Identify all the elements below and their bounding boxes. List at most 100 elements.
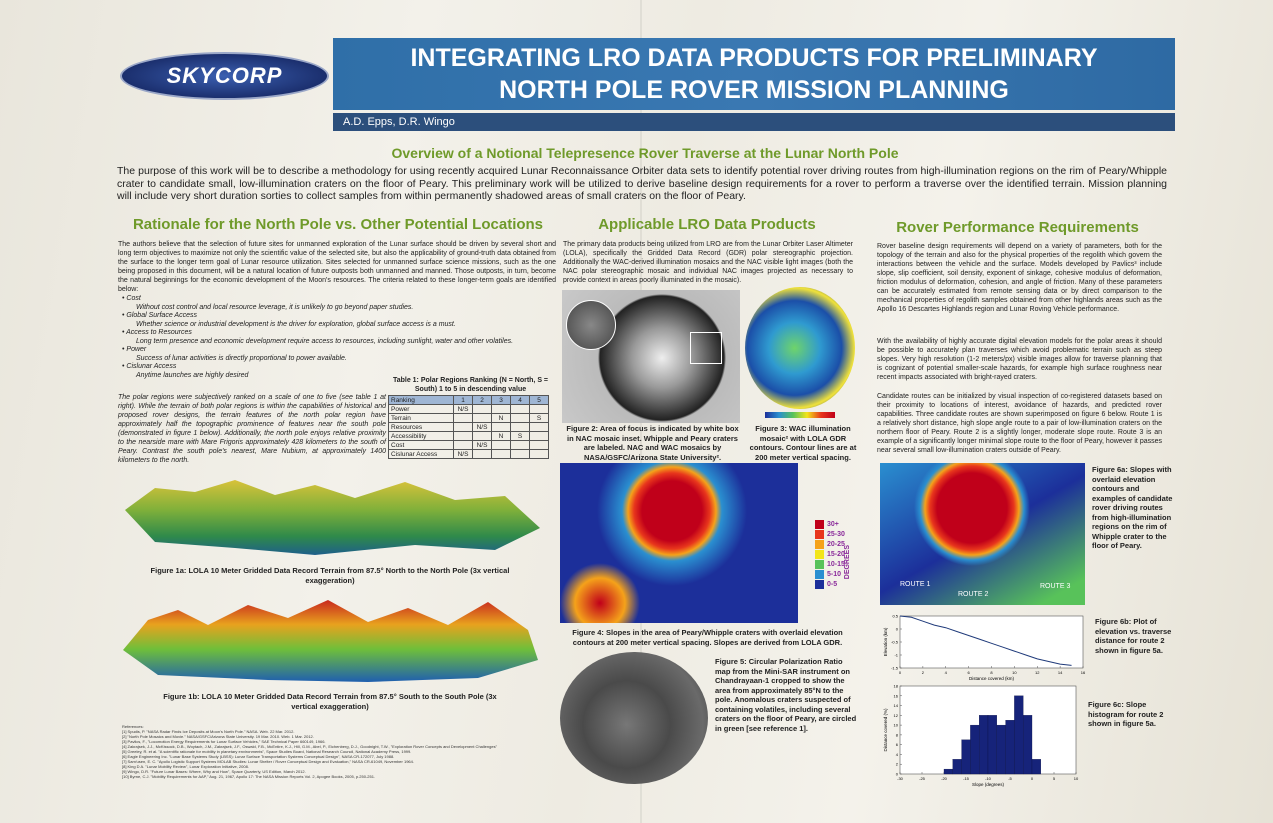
reference: [6] Eagle Engineering Inc. "Lunar Base S… — [122, 754, 395, 759]
logo: SKYCORP — [120, 52, 329, 100]
table-cell: Cislunar Access — [388, 449, 454, 459]
figure-caption: Figure 6a: Slopes with overlaid elevatio… — [1092, 465, 1173, 550]
table-cell — [453, 413, 473, 423]
legend-swatch — [815, 579, 824, 589]
histogram-bar — [1014, 695, 1024, 775]
x-tick-label: -20 — [941, 776, 948, 781]
criteria-item: • Global Surface Access Whether science o… — [122, 312, 552, 329]
route-label: ROUTE 1 — [900, 581, 931, 588]
x-axis-label: Distance covered (km) — [969, 676, 1015, 681]
reference: [2] "North Pole Mosaics and Movie." NASA… — [122, 734, 314, 739]
histogram-bar — [952, 759, 962, 775]
histogram-bar — [970, 724, 980, 775]
criteria-item: • Access to Resources Long term presence … — [122, 329, 552, 346]
table-row: Terrain N S — [388, 413, 549, 423]
table-cell — [529, 449, 549, 459]
x-tick-label: -25 — [919, 776, 926, 781]
rationale-intro: The authors believe that the selection o… — [118, 241, 556, 293]
rover-paragraph: Rover baseline design requirements will … — [877, 243, 1162, 313]
figure-caption: Figure 6c: Slope histogram for route 2 s… — [1088, 700, 1164, 728]
table-cell — [529, 404, 549, 414]
criteria-text: Without cost control and local resource … — [136, 303, 414, 311]
reference: [3] Pavlics, F., "Locomotion Energy Requ… — [122, 739, 326, 744]
y-tick-label: 6 — [896, 742, 899, 747]
reference: [10] Byrne, C.J. "Mobility Requirements … — [122, 774, 376, 779]
terrain-surface — [123, 600, 538, 682]
legend-entry: 20-25 — [815, 539, 845, 549]
y-tick-label: 18 — [894, 684, 899, 689]
nac-mosaic-image — [562, 290, 740, 423]
title-line: NORTH POLE ROVER MISSION PLANNING — [499, 76, 1009, 104]
inset-image — [566, 300, 616, 350]
table-cell — [510, 422, 530, 432]
x-tick-label: 6 — [968, 670, 971, 675]
table-cell — [529, 422, 549, 432]
slope-histogram: -30 -25 -20 -15 -10 -5 0 5 10 0 2 4 6 8 10 12 14 16 18 Slop… — [883, 684, 1079, 788]
elevation-line — [899, 615, 1072, 666]
y-tick-label: 14 — [894, 703, 899, 708]
reference: [9] Wingo, D.R. "Future Lunar Bases: Whe… — [122, 769, 306, 774]
table-cell: N — [491, 431, 511, 441]
slope-legend: 30+ 25-30 20-25 15-20 10-15 5-10 0-5 — [815, 519, 845, 589]
legend-entry: 0-5 — [815, 579, 845, 589]
figure-caption: Figure 5: Circular Polarization Ratio ma… — [715, 657, 857, 733]
table-cell — [510, 413, 530, 423]
y-tick-label: -1.5 — [891, 666, 899, 671]
criteria-list: • Cost Without cost control and local res… — [122, 295, 552, 380]
terrain-image — [125, 480, 540, 555]
histogram-bar — [979, 715, 989, 775]
reference: [4] Zakrajsek, J.J., McKissock, D.B., Wo… — [122, 744, 497, 749]
legend-swatch — [815, 529, 824, 539]
mini-sar-image — [560, 652, 708, 784]
table-caption: Table 1: Polar Regions Ranking (N = Nort… — [392, 377, 549, 393]
figure-caption: Figure 2: Area of focus is indicated by … — [566, 424, 739, 462]
wac-illumination-image — [745, 287, 855, 409]
table-cell: N/S — [453, 404, 473, 414]
table-cell: Cost — [388, 440, 454, 450]
reference-list: [1] Spudis, P. "NASA Radar Finds Ice Dep… — [122, 729, 552, 779]
title-line: INTEGRATING LRO DATA PRODUCTS FOR PRELIM… — [410, 44, 1098, 72]
x-tick-label: 14 — [1058, 670, 1063, 675]
section-heading: Rationale for the North Pole vs. Other P… — [132, 216, 544, 233]
legend-entry: 30+ — [815, 519, 845, 529]
table-header-cell: 1 — [453, 395, 473, 405]
table-cell — [453, 431, 473, 441]
route-label: ROUTE 3 — [1040, 583, 1071, 590]
x-tick-label: 8 — [990, 670, 993, 675]
terrain-surface — [125, 480, 540, 555]
ranking-table: Ranking 1 2 3 4 5 Power N/S Terrain N S Resources N/… — [388, 395, 549, 459]
legend-entry: 5-10 — [815, 569, 845, 579]
legend-label: 30+ — [827, 520, 839, 528]
histogram-bar — [996, 724, 1006, 775]
table-cell — [510, 440, 530, 450]
legend-label: 15-20 — [827, 550, 845, 558]
table-row: Cislunar Access N/S — [388, 449, 549, 459]
terrain-image — [123, 600, 538, 682]
table-cell — [510, 449, 530, 459]
legend-label: 5-10 — [827, 570, 842, 578]
x-tick-label: 10 — [1012, 670, 1017, 675]
table-cell: N/S — [472, 440, 492, 450]
table-cell — [472, 431, 492, 441]
slope-map-image — [560, 463, 798, 623]
reference: [7] Sam'usen, E. C. "Apollo Logistic Sup… — [122, 759, 414, 764]
histogram-bar — [943, 768, 953, 775]
table-cell — [491, 404, 511, 414]
y-tick-label: 8 — [896, 732, 899, 737]
route-label: ROUTE 2 — [958, 591, 989, 598]
x-tick-label: 12 — [1035, 670, 1040, 675]
table-header-cell: Ranking — [388, 395, 454, 405]
x-tick-label: 4 — [945, 670, 948, 675]
histogram-bar — [961, 739, 971, 775]
reference: [8] King D A. "Lunar Mobility Review", L… — [122, 764, 249, 769]
plot-area — [899, 615, 1084, 669]
focus-box — [690, 332, 722, 364]
rover-paragraph: With the availability of highly accurate… — [877, 338, 1162, 381]
y-axis-label: Elevation (km) — [883, 627, 888, 656]
references-heading: References: — [122, 724, 144, 729]
table-cell — [472, 449, 492, 459]
legend-title: DEGREES — [844, 545, 851, 580]
table-cell — [491, 422, 511, 432]
y-tick-label: 12 — [894, 713, 899, 718]
